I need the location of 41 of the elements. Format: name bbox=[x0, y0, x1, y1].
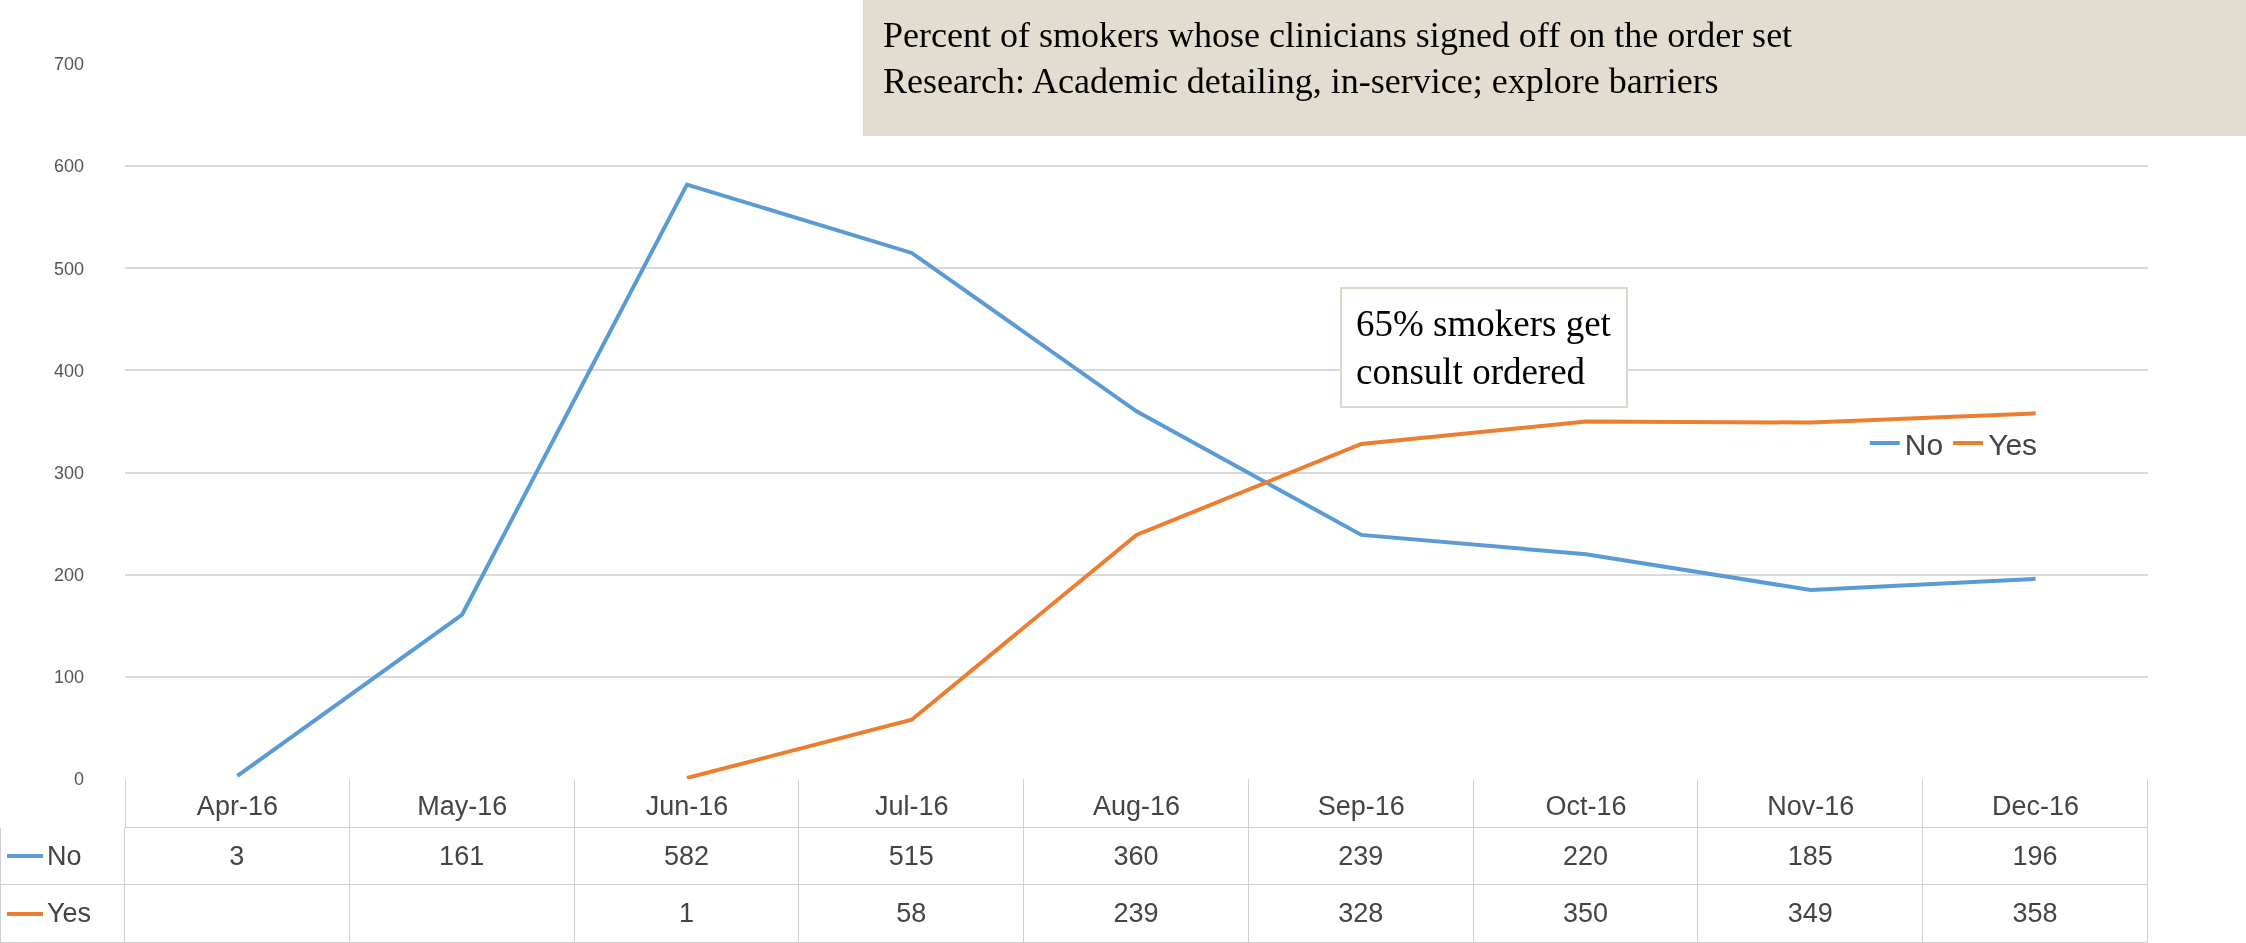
data-label: 582 bbox=[574, 828, 800, 885]
annotation: 65% smokers get consult ordered bbox=[1356, 303, 1612, 393]
x-tick-label: Aug-16 bbox=[1092, 791, 1181, 821]
data-label: 515 bbox=[799, 828, 1025, 885]
data-label: 185 bbox=[1698, 828, 1924, 885]
line-series bbox=[235, 182, 2038, 778]
text: No bbox=[47, 840, 82, 871]
x-tick-label: Apr-16 bbox=[196, 791, 278, 821]
y-tick-label: 600 bbox=[53, 156, 84, 177]
y-tick-label: 400 bbox=[53, 360, 84, 381]
legend-label: No bbox=[1904, 427, 1944, 461]
x-tick-label: Dec-16 bbox=[1992, 791, 2080, 821]
y-tick-label: 500 bbox=[53, 258, 84, 279]
data-label: 350 bbox=[1473, 885, 1699, 943]
x-tick-label: May-16 bbox=[417, 791, 508, 821]
data-label: 58 bbox=[799, 885, 1025, 943]
x-tick-label: Oct-16 bbox=[1545, 791, 1627, 821]
data-label: 239 bbox=[1024, 885, 1249, 943]
title-panel: Percent of smokers whose clinicians signed off on the order set Research: Academic detailing, in-service; explore barriers bbox=[863, 0, 2246, 136]
data-label: 161 bbox=[349, 828, 575, 885]
y-tick-label: 0 bbox=[73, 769, 84, 790]
legend-label: Yes bbox=[1988, 427, 2038, 461]
x-tick-label: Sep-16 bbox=[1317, 791, 1405, 821]
data-label: 3 bbox=[125, 828, 350, 885]
data-label: 360 bbox=[1024, 828, 1249, 885]
y-tick-label: 300 bbox=[53, 462, 84, 483]
x-tick-label: Jun-16 bbox=[645, 791, 729, 821]
x-tick-label: Nov-16 bbox=[1767, 791, 1855, 821]
data-label: 239 bbox=[1248, 828, 1474, 885]
data-label: 328 bbox=[1248, 885, 1474, 943]
line-series bbox=[684, 411, 2038, 779]
y-tick-label: 700 bbox=[53, 54, 84, 75]
text: Yes bbox=[47, 898, 92, 928]
data-label: 220 bbox=[1473, 828, 1699, 885]
data-label: 349 bbox=[1698, 885, 1924, 943]
data-label: 1 bbox=[574, 885, 800, 943]
data-label: 196 bbox=[1923, 828, 2148, 885]
data-label: 358 bbox=[1923, 885, 2148, 943]
x-tick-label: Jul-16 bbox=[874, 791, 949, 821]
y-tick-label: 100 bbox=[53, 667, 84, 688]
y-tick-label: 200 bbox=[53, 565, 84, 586]
